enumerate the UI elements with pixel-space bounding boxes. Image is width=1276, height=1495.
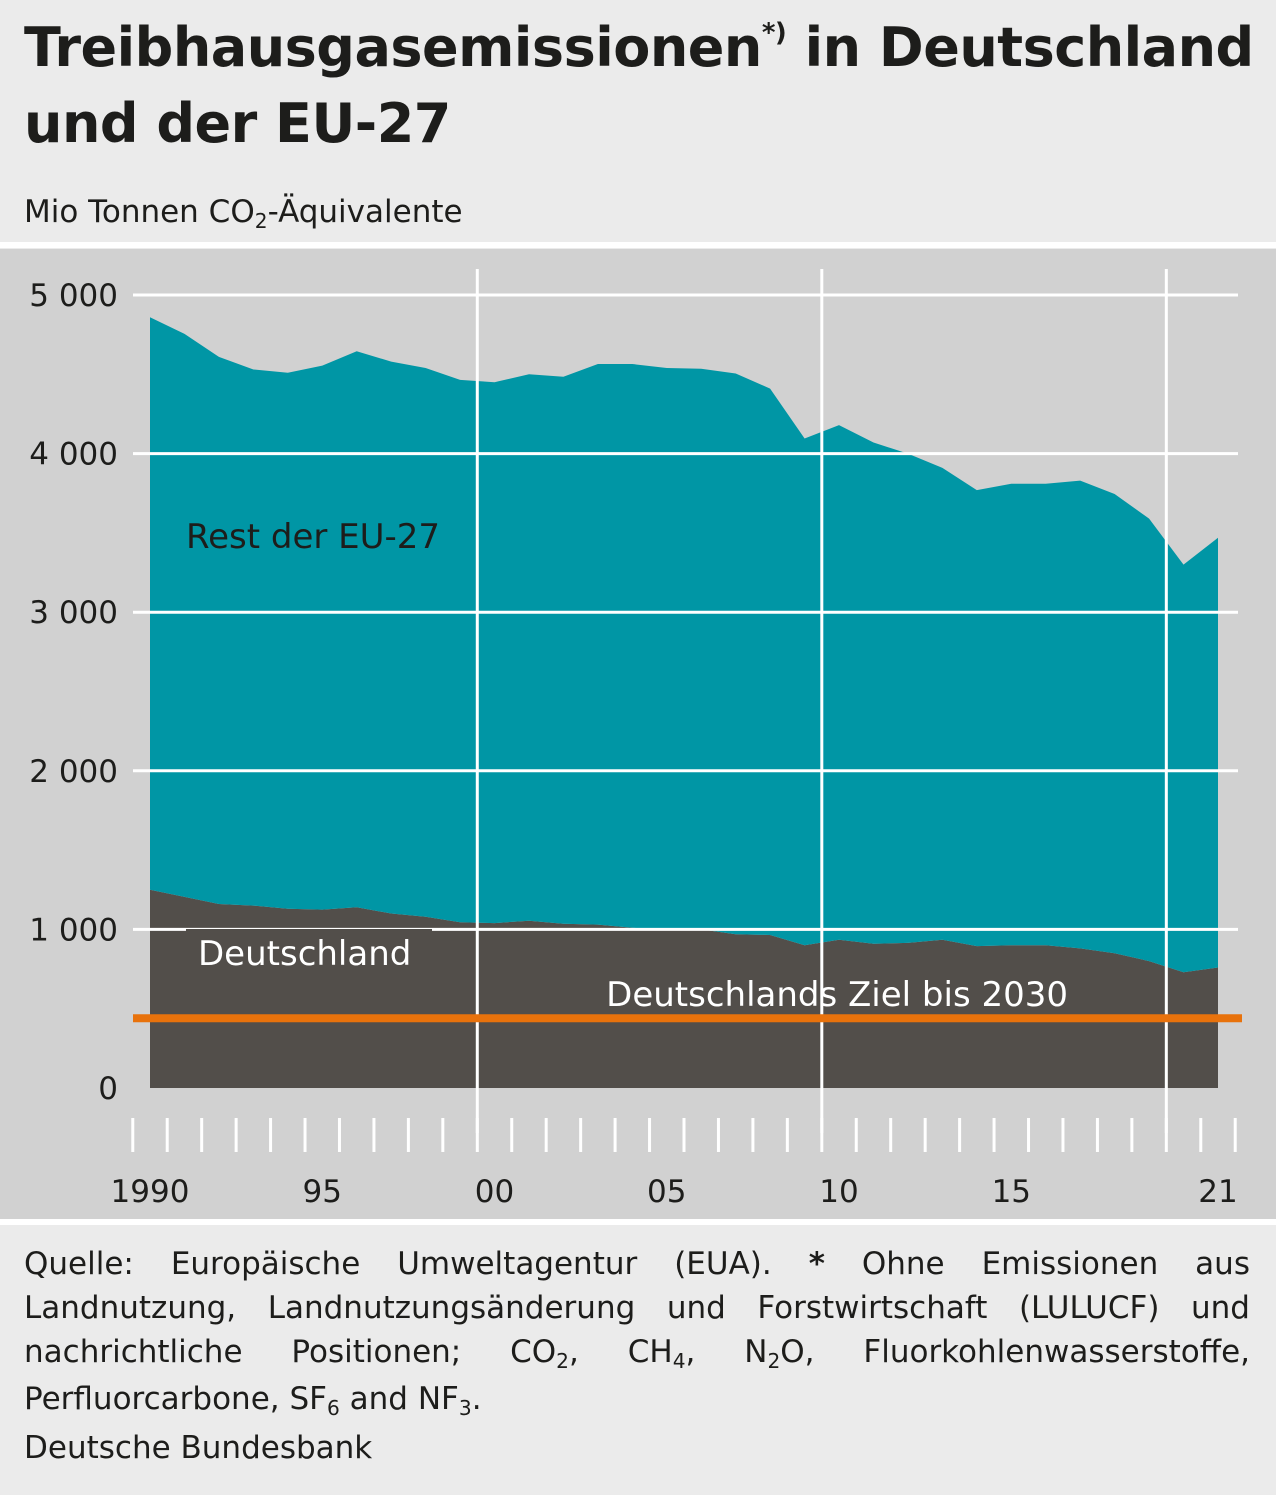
title-line-1: Treibhausgasemissionen [24, 16, 762, 79]
title-line-1-rest: in Deutschland [786, 16, 1255, 79]
y-tick-label: 2 000 [29, 754, 118, 790]
title-footnote-mark: *) [761, 18, 787, 48]
chart-svg: 0 1 000 2 000 3 000 4 000 5 000 1990 95 00 05 10 15… [29, 269, 1242, 1210]
y-tick-label: 3 000 [29, 595, 118, 631]
x-tick-label: 15 [992, 1174, 1031, 1210]
x-tick-label: 95 [303, 1174, 342, 1210]
source-note: Quelle: Europäische Umweltagentur (EUA).… [24, 1246, 1251, 1421]
label-deutschland: Deutschland [198, 934, 411, 974]
x-tick-label: 10 [819, 1174, 858, 1210]
y-tick-label: 5 000 [29, 278, 118, 314]
top-divider [0, 242, 1276, 248]
x-tick-label: 00 [475, 1174, 514, 1210]
x-tick-label: 1990 [111, 1174, 190, 1210]
label-target: Deutschlands Ziel bis 2030 [606, 975, 1068, 1015]
bottom-divider [0, 1219, 1276, 1225]
y-tick-label: 4 000 [29, 437, 118, 473]
unit-label: Mio Tonnen CO2-Äquivalente [24, 194, 463, 234]
chart-title: Treibhausgasemissionen*) in Deutschland u… [24, 10, 1264, 162]
label-rest-eu27: Rest der EU-27 [186, 517, 440, 557]
publisher: Deutsche Bundesbank [24, 1430, 373, 1466]
chart-footer: Quelle: Europäische Umweltagentur (EUA).… [24, 1242, 1250, 1470]
title-line-2: und der EU-27 [24, 92, 451, 155]
x-tick-label: 21 [1198, 1174, 1237, 1210]
y-tick-label: 0 [98, 1071, 118, 1107]
x-tick-label: 05 [647, 1174, 686, 1210]
chart-panel: 0 1 000 2 000 3 000 4 000 5 000 1990 95 00 05 10 15… [0, 249, 1276, 1219]
area-rest-eu27 [150, 317, 1218, 973]
y-tick-label: 1 000 [29, 912, 118, 948]
label-deutschland-backdrop [186, 929, 432, 985]
